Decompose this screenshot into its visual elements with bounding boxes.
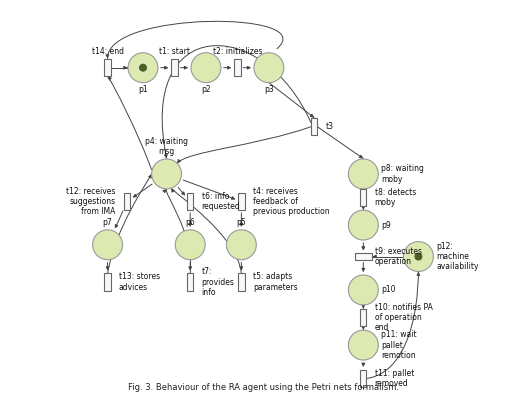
- Circle shape: [348, 330, 378, 360]
- Text: p6: p6: [185, 218, 195, 227]
- Text: t12: receives
suggestions
from IMA: t12: receives suggestions from IMA: [66, 187, 116, 216]
- Text: p5: p5: [237, 218, 246, 227]
- Text: t1: start: t1: start: [159, 47, 190, 56]
- Bar: [360, 309, 367, 326]
- Bar: [355, 253, 372, 260]
- Circle shape: [175, 230, 205, 260]
- Circle shape: [348, 275, 378, 305]
- Text: t5: adapts
parameters: t5: adapts parameters: [253, 273, 297, 292]
- Bar: [238, 193, 245, 210]
- Text: p4: waiting
msg: p4: waiting msg: [145, 137, 188, 156]
- Text: p10: p10: [381, 286, 396, 294]
- Circle shape: [128, 53, 158, 83]
- Text: t11: pallet
removed: t11: pallet removed: [375, 369, 414, 388]
- Bar: [105, 59, 111, 76]
- Text: t13: stores
advices: t13: stores advices: [119, 273, 160, 292]
- Circle shape: [403, 242, 433, 271]
- Text: t14: end: t14: end: [92, 47, 124, 56]
- Circle shape: [348, 159, 378, 189]
- Circle shape: [191, 53, 221, 83]
- Text: p2: p2: [201, 85, 211, 95]
- Text: t6: info
requested: t6: info requested: [201, 192, 240, 211]
- Text: t7:
provides
info: t7: provides info: [201, 267, 235, 297]
- Circle shape: [415, 253, 422, 260]
- Circle shape: [140, 64, 146, 71]
- Circle shape: [254, 53, 284, 83]
- Text: t9: executes
operation: t9: executes operation: [375, 247, 422, 266]
- Bar: [360, 370, 367, 387]
- Circle shape: [93, 230, 123, 260]
- Bar: [311, 118, 317, 135]
- Bar: [360, 189, 367, 206]
- Text: p11: wait
pallet
remotion: p11: wait pallet remotion: [381, 330, 417, 360]
- Text: p8: waiting
moby: p8: waiting moby: [381, 164, 424, 184]
- Text: t4: receives
feedback of
previous production: t4: receives feedback of previous produc…: [253, 187, 329, 216]
- Text: t2: initializes: t2: initializes: [213, 47, 262, 56]
- Bar: [238, 273, 245, 291]
- Text: p1: p1: [138, 85, 148, 95]
- Circle shape: [151, 159, 181, 189]
- Bar: [124, 193, 130, 210]
- Text: t10: notifies PA
of operation
end: t10: notifies PA of operation end: [375, 302, 432, 332]
- Text: t3: t3: [326, 122, 333, 131]
- Text: p9: p9: [381, 221, 391, 229]
- Circle shape: [348, 210, 378, 240]
- Bar: [171, 59, 178, 76]
- Text: Fig. 3. Behaviour of the RA agent using the Petri nets formalism.: Fig. 3. Behaviour of the RA agent using …: [127, 383, 399, 392]
- Circle shape: [226, 230, 256, 260]
- Text: t8: detects
moby: t8: detects moby: [375, 188, 416, 207]
- Text: p12:
machine
availability: p12: machine availability: [436, 242, 479, 271]
- Bar: [105, 273, 111, 291]
- Text: p3: p3: [264, 85, 274, 95]
- Bar: [187, 193, 194, 210]
- Bar: [234, 59, 240, 76]
- Bar: [187, 273, 194, 291]
- Text: p7: p7: [103, 218, 113, 227]
